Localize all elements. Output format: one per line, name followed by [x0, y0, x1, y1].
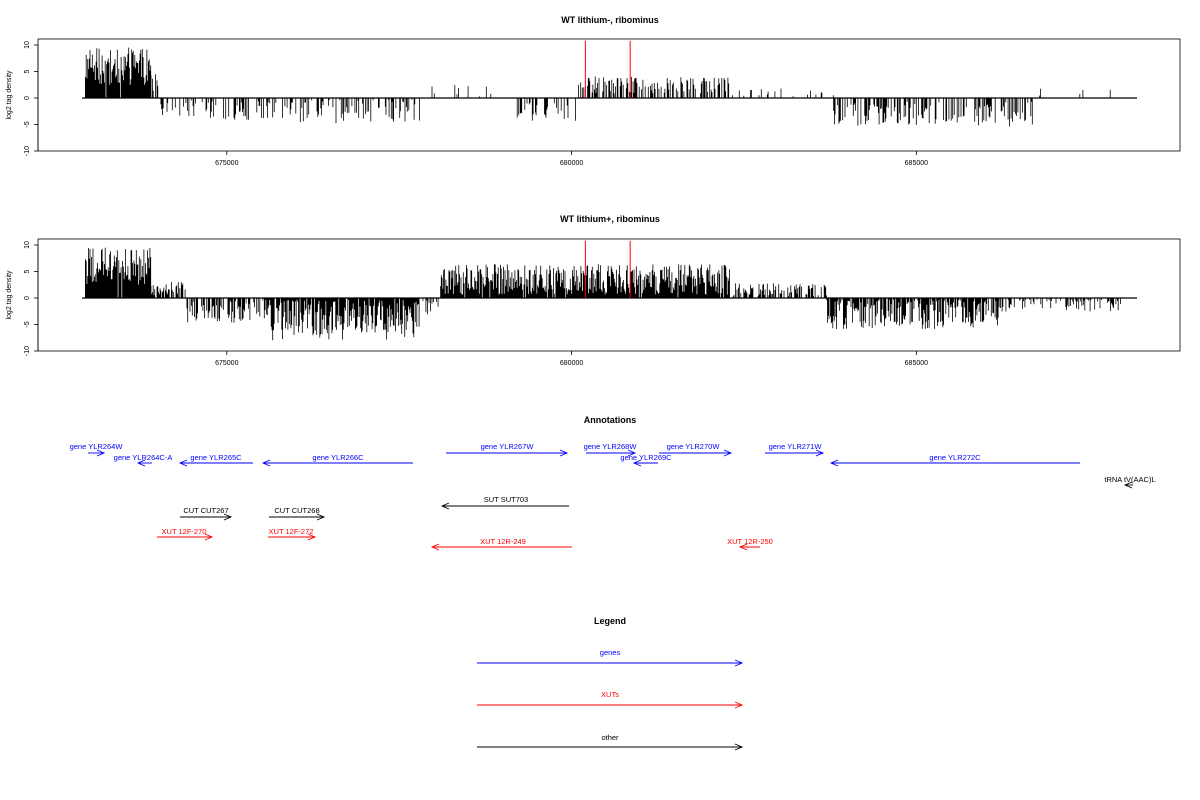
legend-title: Legend — [594, 616, 626, 626]
legend-label: genes — [600, 648, 621, 657]
annotation-arrow — [180, 513, 233, 521]
coverage-bars — [82, 240, 1137, 341]
y-tick-label: -10 — [24, 146, 31, 156]
annotations-title: Annotations — [584, 415, 637, 425]
x-tick-label: 680000 — [560, 360, 583, 367]
annotation-arrow — [632, 459, 658, 467]
annotation-arrow — [268, 533, 317, 541]
annotation-arrow — [659, 449, 733, 457]
annotation-arrow — [88, 449, 106, 457]
panel-title: WT lithium-, ribominus — [561, 15, 659, 25]
y-tick-label: 0 — [24, 296, 31, 300]
annotation-label: gene YLR268W — [584, 442, 638, 451]
y-axis-label: log2 tag density — [6, 270, 13, 320]
coverage-bars-path — [85, 247, 1121, 341]
annotation-arrow — [261, 459, 413, 467]
panel-title: WT lithium+, ribominus — [560, 214, 660, 224]
annotation-arrow — [269, 513, 326, 521]
annotation-label: gene YLR269C — [620, 453, 672, 462]
y-tick-label: 5 — [24, 269, 31, 273]
annotation-label: gene YLR271W — [769, 442, 823, 451]
annotations-panel: Annotations gene YLR264W gene YLR264C-A ge… — [70, 415, 1156, 551]
annotation-label: tRNA tV(AAC)L — [1104, 475, 1155, 484]
legend-panel: Legend genes XUTs other — [477, 616, 744, 751]
coverage-bars-path — [85, 47, 1111, 127]
annotation-arrow — [136, 459, 152, 467]
annotation-arrow — [738, 543, 760, 551]
y-tick-label: 10 — [24, 41, 31, 49]
annotation-label: XUT 12F-270 — [162, 527, 207, 536]
coverage-panel-lithium-plus: WT lithium+, ribominus log2 tag density … — [6, 214, 1181, 367]
x-tick-label: 675000 — [215, 360, 238, 367]
annotation-label: CUT CUT267 — [183, 506, 228, 515]
annotation-label: CUT CUT268 — [274, 506, 319, 515]
legend-label: XUTs — [601, 690, 619, 699]
annotation-arrow — [430, 543, 572, 551]
y-tick-label: 5 — [24, 69, 31, 73]
annotation-label: gene YLR265C — [190, 453, 242, 462]
annotation-arrow — [157, 533, 214, 541]
y-axis-label: log2 tag density — [6, 70, 13, 120]
legend-arrow — [477, 659, 744, 667]
y-tick-label: 0 — [24, 96, 31, 100]
y-tick-label: 10 — [24, 241, 31, 249]
annotation-label: XUT 12R-249 — [480, 537, 526, 546]
annotation-arrow — [765, 449, 825, 457]
annotation-arrow — [440, 502, 569, 510]
annotation-arrow — [586, 449, 637, 457]
y-tick-label: -5 — [24, 121, 31, 127]
annotation-arrow — [829, 459, 1080, 467]
annotation-arrow — [1123, 481, 1133, 489]
x-tick-label: 685000 — [905, 360, 928, 367]
annotation-label: gene YLR264W — [70, 442, 124, 451]
annotation-arrow — [178, 459, 253, 467]
axes: -10 -5 0 5 10 675000 680000 685000 — [24, 41, 928, 167]
annotation-label: gene YLR266C — [312, 453, 364, 462]
annotation-label: gene YLR272C — [929, 453, 981, 462]
x-tick-label: 675000 — [215, 160, 238, 167]
annotation-label: gene YLR267W — [481, 442, 535, 451]
x-tick-label: 680000 — [560, 160, 583, 167]
y-tick-label: -10 — [24, 346, 31, 356]
coverage-panel-lithium-minus: WT lithium-, ribominus log2 tag density … — [6, 15, 1181, 167]
y-tick-label: -5 — [24, 321, 31, 327]
annotation-label: XUT 12R-250 — [727, 537, 773, 546]
legend-label: other — [601, 733, 619, 742]
annotation-label: gene YLR270W — [667, 442, 721, 451]
legend-arrow — [477, 743, 744, 751]
annotation-label: gene YLR264C-A — [114, 453, 173, 462]
annotation-label: SUT SUT703 — [484, 495, 528, 504]
annotation-label: XUT 12F-272 — [269, 527, 314, 536]
coverage-bars — [82, 40, 1137, 127]
legend-arrow — [477, 701, 744, 709]
axes: -10 -5 0 5 10 675000 680000 685000 — [24, 241, 928, 367]
x-tick-label: 685000 — [905, 160, 928, 167]
annotation-arrow — [446, 449, 569, 457]
